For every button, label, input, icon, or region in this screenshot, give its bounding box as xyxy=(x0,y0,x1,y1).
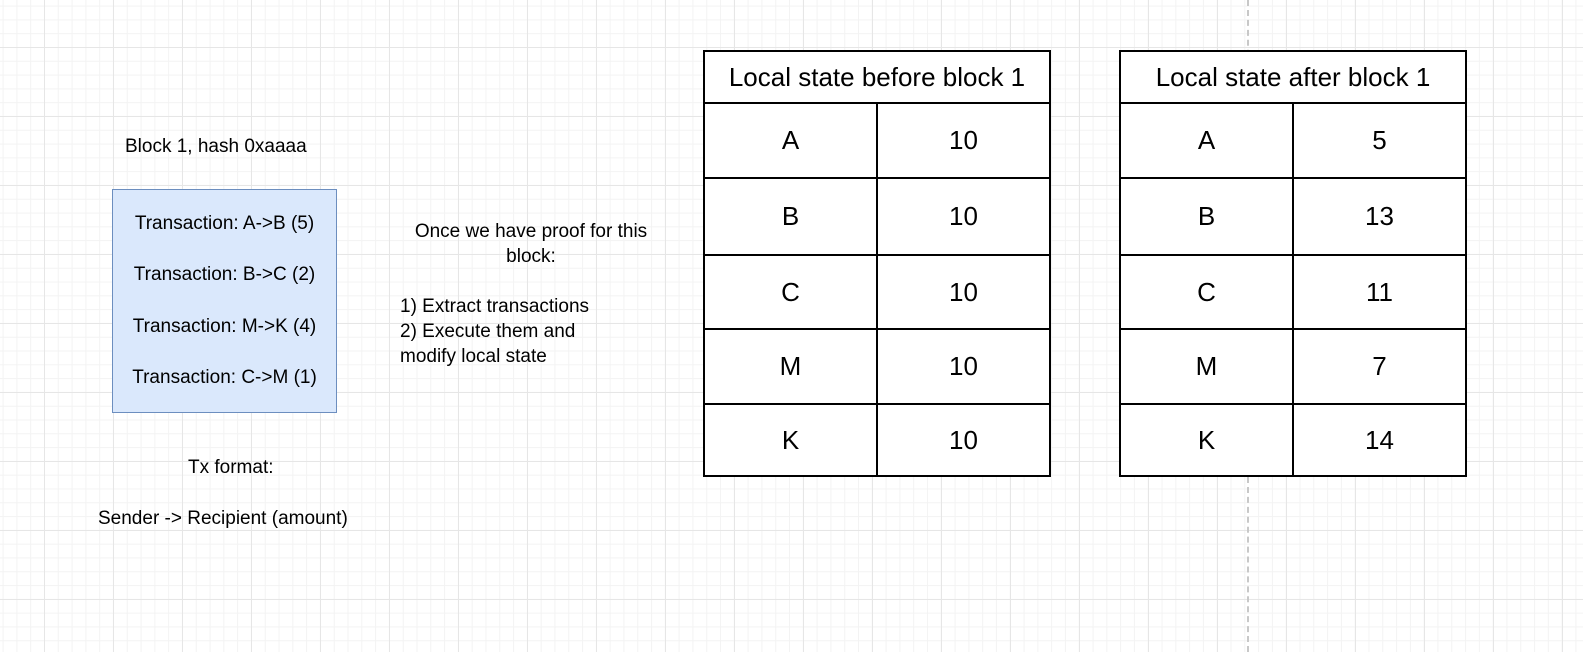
tx-format-description: Sender -> Recipient (amount) xyxy=(98,508,348,529)
balance-cell: 10 xyxy=(949,125,978,155)
account-cell: C xyxy=(1121,256,1294,328)
account-cell: K xyxy=(1121,405,1294,475)
block-transactions-box[interactable]: Transaction: A->B (5) Transaction: B->C … xyxy=(112,189,337,413)
state-before-title: Local state before block 1 xyxy=(705,52,1049,104)
balance-cell: 10 xyxy=(949,201,978,231)
note-line: Once we have proof for this xyxy=(414,221,648,242)
transaction-item: Transaction: C->M (1) xyxy=(132,367,317,389)
balance-cell: 10 xyxy=(949,276,978,307)
table-row[interactable]: M 7 xyxy=(1121,330,1465,405)
transaction-item: Transaction: B->C (2) xyxy=(133,264,316,286)
table-row[interactable]: M 10 xyxy=(705,330,1049,405)
account-cell: K xyxy=(705,405,878,475)
tx-format-title: Tx format: xyxy=(188,457,274,478)
table-row[interactable]: C 11 xyxy=(1121,256,1465,330)
table-row[interactable]: A 5 xyxy=(1121,104,1465,179)
balance-cell: 10 xyxy=(949,351,978,381)
note-step: modify local state xyxy=(400,346,547,367)
account-cell: B xyxy=(705,179,878,254)
balance-cell: 11 xyxy=(1366,276,1393,307)
note-step: 2) Execute them and xyxy=(400,321,576,342)
table-row[interactable]: K 14 xyxy=(1121,405,1465,475)
process-note[interactable]: Once we have proof for this block: 1) Ex… xyxy=(400,219,662,369)
note-spacer xyxy=(400,269,662,294)
balance-cell: 10 xyxy=(949,424,978,455)
note-line: block: xyxy=(506,246,556,267)
state-before-table[interactable]: Local state before block 1 A 10 B 10 C 1… xyxy=(703,50,1051,477)
transaction-item: Transaction: A->B (5) xyxy=(134,212,315,234)
balance-cell: 14 xyxy=(1365,424,1394,455)
account-cell: B xyxy=(1121,179,1294,254)
table-row[interactable]: A 10 xyxy=(705,104,1049,179)
account-cell: A xyxy=(1121,104,1294,177)
account-cell: M xyxy=(705,330,878,403)
table-row[interactable]: K 10 xyxy=(705,405,1049,475)
balance-cell: 7 xyxy=(1372,351,1387,381)
balance-cell: 5 xyxy=(1372,125,1387,155)
table-row[interactable]: B 10 xyxy=(705,179,1049,256)
note-step: 1) Extract transactions xyxy=(400,296,590,317)
table-row[interactable]: B 13 xyxy=(1121,179,1465,256)
balance-cell: 13 xyxy=(1365,201,1394,231)
state-after-title: Local state after block 1 xyxy=(1121,52,1465,104)
table-row[interactable]: C 10 xyxy=(705,256,1049,330)
block-title: Block 1, hash 0xaaaa xyxy=(125,136,307,157)
account-cell: C xyxy=(705,256,878,328)
account-cell: A xyxy=(705,104,878,177)
account-cell: M xyxy=(1121,330,1294,403)
state-after-table[interactable]: Local state after block 1 A 5 B 13 C 11 … xyxy=(1119,50,1467,477)
transaction-item: Transaction: M->K (4) xyxy=(132,315,317,337)
